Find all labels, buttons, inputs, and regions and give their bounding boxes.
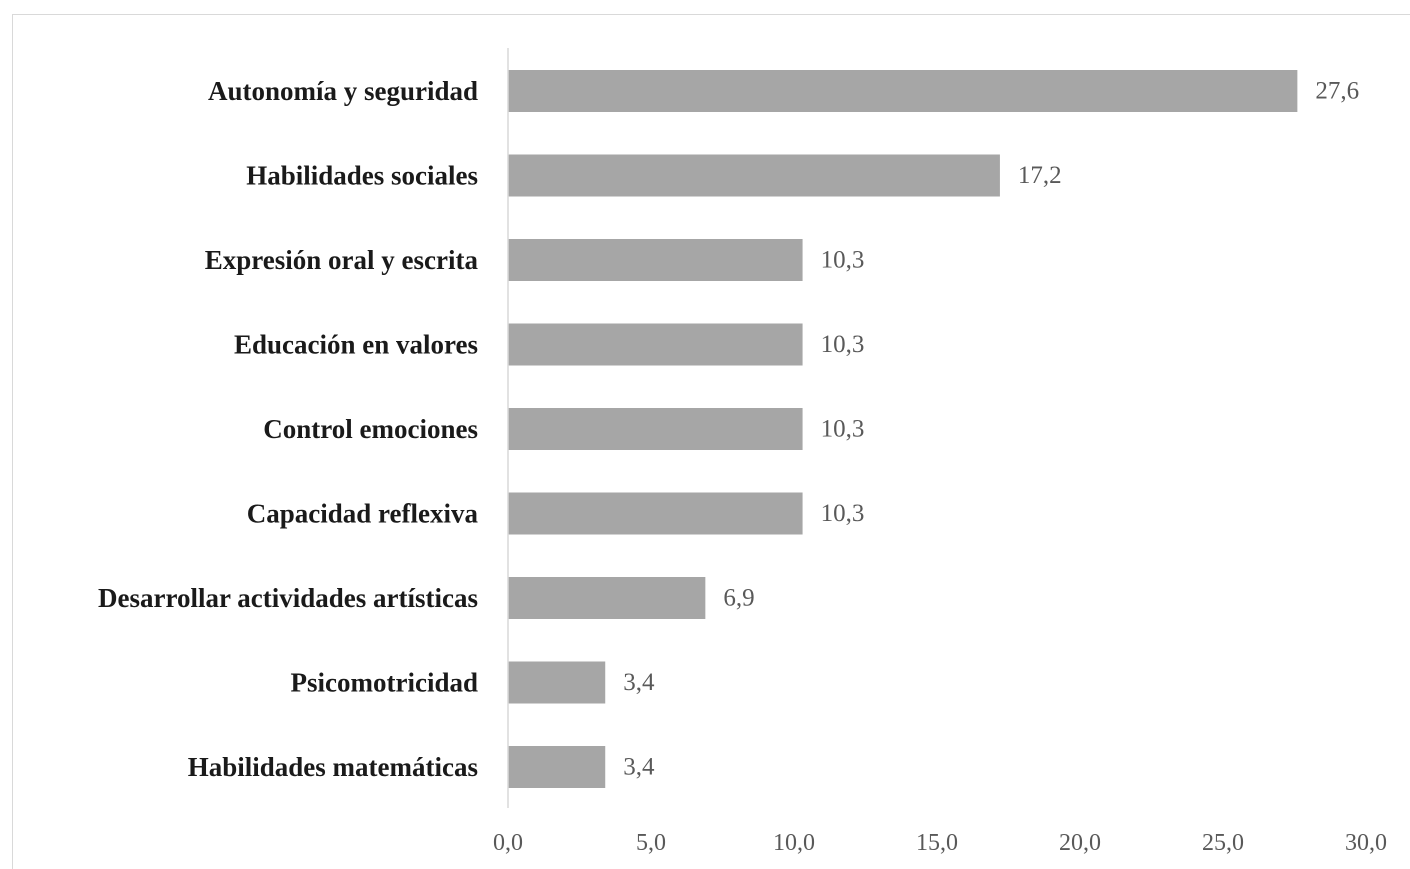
x-tick-label: 25,0 — [1202, 830, 1244, 856]
value-labels: 27,6 17,2 10,3 10,3 10,3 10,3 6,9 3,4 3,4 — [623, 78, 1359, 781]
category-labels: Autonomía y seguridad Habilidades sociale… — [98, 76, 478, 782]
category-label-desarrollar-actividades-artisticas: Desarrollar actividades artísticas — [98, 583, 478, 613]
bar-habilidades-sociales — [508, 154, 1000, 197]
category-label-educacion-en-valores: Educación en valores — [234, 330, 478, 360]
value-label-educacion-en-valores: 10,3 — [821, 331, 865, 358]
x-tick-label: 15,0 — [916, 830, 958, 856]
x-tick-label: 20,0 — [1059, 830, 1101, 856]
bar-expresion-oral-y-escrita — [508, 239, 803, 281]
bar-autonomia-y-seguridad — [508, 70, 1298, 112]
x-tick-label: 5,0 — [636, 830, 666, 856]
value-label-control-emociones: 10,3 — [821, 416, 865, 443]
x-axis-tick-labels: 0,0 5,0 10,0 15,0 20,0 25,0 30,0 — [493, 830, 1387, 856]
value-label-habilidades-sociales: 17,2 — [1018, 162, 1062, 189]
x-tick-label: 10,0 — [773, 830, 815, 856]
value-label-expresion-oral-y-escrita: 10,3 — [821, 247, 865, 274]
bars-layer — [508, 70, 1298, 788]
category-label-capacidad-reflexiva: Capacidad reflexiva — [247, 499, 479, 529]
bar-habilidades-matematicas — [508, 746, 606, 788]
value-label-psicomotricidad: 3,4 — [623, 669, 655, 696]
x-tick-label: 30,0 — [1345, 830, 1387, 856]
category-label-autonomia-y-seguridad: Autonomía y seguridad — [208, 76, 478, 106]
bar-educacion-en-valores — [508, 323, 803, 366]
bar-psicomotricidad — [508, 661, 606, 704]
value-label-habilidades-matematicas: 3,4 — [623, 754, 655, 781]
category-label-control-emociones: Control emociones — [263, 414, 478, 444]
category-label-psicomotricidad: Psicomotricidad — [291, 668, 478, 698]
bar-desarrollar-actividades-artisticas — [508, 577, 706, 619]
bar-capacidad-reflexiva — [508, 492, 803, 535]
value-label-autonomia-y-seguridad: 27,6 — [1315, 78, 1359, 105]
value-label-capacidad-reflexiva: 10,3 — [821, 500, 865, 527]
x-tick-label: 0,0 — [493, 830, 523, 856]
category-label-habilidades-sociales: Habilidades sociales — [246, 161, 478, 191]
value-label-desarrollar-actividades-artisticas: 6,9 — [723, 585, 754, 612]
chart-frame — [12, 14, 1410, 869]
category-label-habilidades-matematicas: Habilidades matemáticas — [188, 752, 478, 782]
category-label-expresion-oral-y-escrita: Expresión oral y escrita — [205, 245, 479, 275]
bar-control-emociones — [508, 408, 803, 450]
